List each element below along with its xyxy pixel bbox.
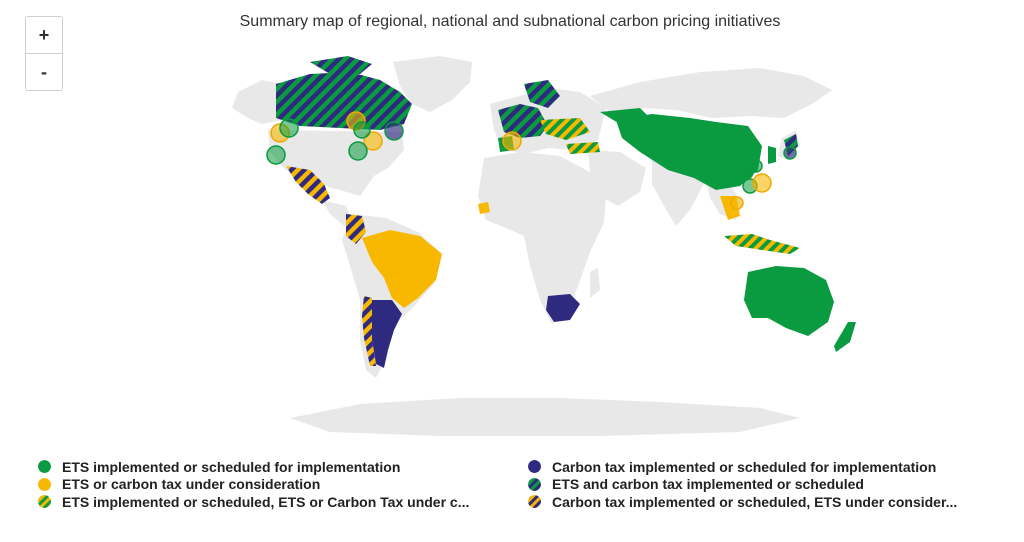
alaska-shape (232, 80, 282, 124)
turkey-region[interactable] (566, 142, 600, 154)
legend-label: Carbon tax implemented or scheduled, ETS… (552, 493, 958, 510)
colombia-region[interactable] (346, 214, 366, 244)
legend-label: ETS or carbon tax under consideration (62, 476, 321, 493)
south-africa-region[interactable] (546, 294, 580, 322)
bubble-california[interactable] (266, 145, 286, 165)
legend-item[interactable]: Carbon tax implemented or scheduled, ETS… (528, 493, 957, 511)
new-zealand-region[interactable] (834, 322, 856, 352)
antarctica-shape (290, 398, 800, 436)
brazil-region[interactable] (362, 230, 442, 308)
canada-region[interactable] (276, 72, 412, 130)
legend-item[interactable]: ETS and carbon tax implemented or schedu… (528, 476, 957, 494)
legend-swatch-ets-consideration (38, 495, 51, 509)
legend-swatch-ets (38, 460, 51, 474)
legend-label: ETS implemented or scheduled for impleme… (62, 458, 401, 475)
bubble-midwest[interactable] (353, 121, 371, 139)
greenland-shape (393, 56, 472, 112)
bubble-british-columbia[interactable] (279, 118, 299, 138)
bubble-vietnam[interactable] (730, 196, 744, 210)
legend-item[interactable]: ETS or carbon tax under consideration (38, 476, 469, 494)
legend-item[interactable]: ETS implemented or scheduled, ETS or Car… (38, 493, 469, 511)
scandinavia-region[interactable] (524, 80, 560, 108)
china-region[interactable] (616, 114, 762, 190)
map-title: Summary map of regional, national and su… (239, 13, 781, 30)
central-america-shape (322, 200, 352, 226)
zoom-control: + - (25, 16, 63, 91)
canada-islands-region[interactable] (310, 56, 372, 74)
bubble-tokyo[interactable] (783, 146, 797, 160)
legend-column-left: ETS implemented or scheduled for impleme… (38, 458, 469, 511)
mexico-region[interactable] (286, 166, 330, 204)
legend-swatch-consideration (38, 477, 51, 491)
legend-label: ETS implemented or scheduled, ETS or Car… (62, 493, 470, 510)
cote-divoire-region[interactable] (478, 202, 490, 214)
legend-column-right: Carbon tax implemented or scheduled for … (528, 458, 957, 511)
australia-region[interactable] (744, 266, 834, 336)
kazakhstan-region[interactable] (600, 108, 650, 124)
africa-shape (478, 152, 606, 324)
usa-shape (268, 130, 404, 196)
madagascar-shape (590, 268, 600, 298)
indonesia-region[interactable] (724, 234, 800, 254)
legend-swatch-tax-ets-consideration (528, 495, 541, 509)
bubble-ontario[interactable] (363, 131, 383, 151)
argentina-region[interactable] (372, 300, 402, 368)
legend-swatch-carbon-tax (528, 460, 541, 474)
bubble-rggi[interactable] (348, 141, 368, 161)
legend-label: Carbon tax implemented or scheduled for … (552, 458, 937, 475)
europe-north-region[interactable] (498, 104, 548, 138)
russia-shape (590, 68, 832, 118)
bubble-fujian[interactable] (749, 159, 763, 173)
pricing-regions (276, 56, 856, 368)
chile-region[interactable] (362, 296, 376, 366)
bubble-taiwan[interactable] (752, 173, 772, 193)
bubble-quebec[interactable] (384, 121, 404, 141)
legend-item[interactable]: ETS implemented or scheduled for impleme… (38, 458, 469, 476)
legend-label: ETS and carbon tax implemented or schedu… (552, 476, 864, 493)
legend-item[interactable]: Carbon tax implemented or scheduled for … (528, 458, 957, 476)
bubble-catalonia[interactable] (502, 131, 522, 151)
middle-east-shape (588, 150, 646, 206)
zoom-out-button[interactable]: - (26, 53, 62, 90)
zoom-in-button[interactable]: + (38, 25, 50, 45)
subnational-bubbles (266, 111, 797, 210)
eastern-europe-region[interactable] (540, 118, 590, 140)
legend-swatch-ets-and-tax (528, 477, 541, 491)
korea-region[interactable] (768, 146, 776, 164)
